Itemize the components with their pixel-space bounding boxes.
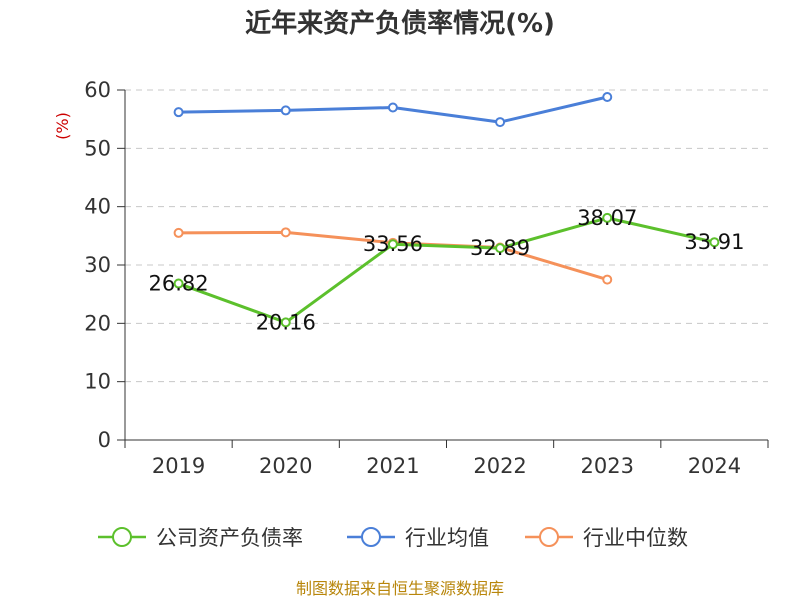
data-point[interactable] — [602, 92, 613, 102]
y-tick-label: 30 — [84, 253, 111, 277]
data-point[interactable] — [173, 227, 184, 238]
y-tick-label: 10 — [84, 370, 111, 394]
y-tick-label: 60 — [84, 78, 111, 102]
data-label: 26.82 — [149, 272, 209, 296]
series-1 — [173, 92, 613, 128]
chart-title: 近年来资产负债率情况(%) — [245, 8, 555, 39]
data-point[interactable] — [602, 274, 613, 285]
data-point[interactable] — [173, 278, 184, 289]
x-tick-label: 2019 — [152, 454, 205, 478]
data-point[interactable] — [387, 102, 398, 113]
legend-item-2[interactable]: 行业中位数 — [525, 526, 688, 550]
data-point[interactable] — [495, 243, 506, 254]
axes: 0 10 20 30 40 50 60 2019 2020 2021 2022 2023 2024 — [84, 78, 769, 478]
source-note: 制图数据来自恒生聚源数据库 — [296, 579, 504, 598]
data-label: 33.91 — [684, 230, 744, 254]
y-axis-unit: (%) — [53, 112, 72, 140]
legend-item-0[interactable]: 公司资产负债率 — [98, 526, 303, 550]
legend-label: 行业中位数 — [583, 526, 688, 550]
data-point[interactable] — [173, 107, 184, 118]
y-tick-label: 0 — [98, 428, 111, 452]
x-tick-label: 2023 — [581, 454, 634, 478]
x-tick-label: 2022 — [473, 454, 526, 478]
legend-label: 行业均值 — [405, 526, 489, 550]
data-point[interactable] — [709, 237, 720, 248]
data-point[interactable] — [280, 105, 291, 116]
data-label: 32.89 — [470, 236, 530, 260]
legend-label: 公司资产负债率 — [156, 526, 303, 550]
data-point[interactable] — [387, 239, 398, 250]
x-tick-label: 2024 — [688, 454, 741, 478]
data-label: 33.56 — [363, 232, 423, 256]
data-label: 38.07 — [577, 206, 637, 230]
data-point[interactable] — [495, 117, 506, 128]
grid-lines — [125, 89, 768, 383]
y-tick-label: 20 — [84, 311, 111, 335]
data-point[interactable] — [280, 317, 291, 328]
y-tick-label: 50 — [84, 136, 111, 160]
legend-marker-icon — [112, 527, 132, 547]
series-lines — [173, 92, 720, 328]
x-tick-label: 2021 — [366, 454, 419, 478]
legend[interactable]: 公司资产负债率 行业均值 行业中位数 — [98, 526, 688, 550]
legend-marker-icon — [539, 527, 559, 547]
data-point[interactable] — [280, 227, 291, 238]
data-labels: 26.82 20.16 33.56 32.89 38.07 33.91 — [149, 206, 745, 334]
series-0 — [173, 212, 720, 328]
y-tick-label: 40 — [84, 195, 111, 219]
legend-item-1[interactable]: 行业均值 — [347, 526, 489, 550]
legend-marker-icon — [361, 527, 381, 547]
data-point[interactable] — [602, 212, 613, 223]
data-label: 20.16 — [256, 310, 316, 334]
series-line — [178, 216, 715, 324]
x-tick-label: 2020 — [259, 454, 312, 478]
